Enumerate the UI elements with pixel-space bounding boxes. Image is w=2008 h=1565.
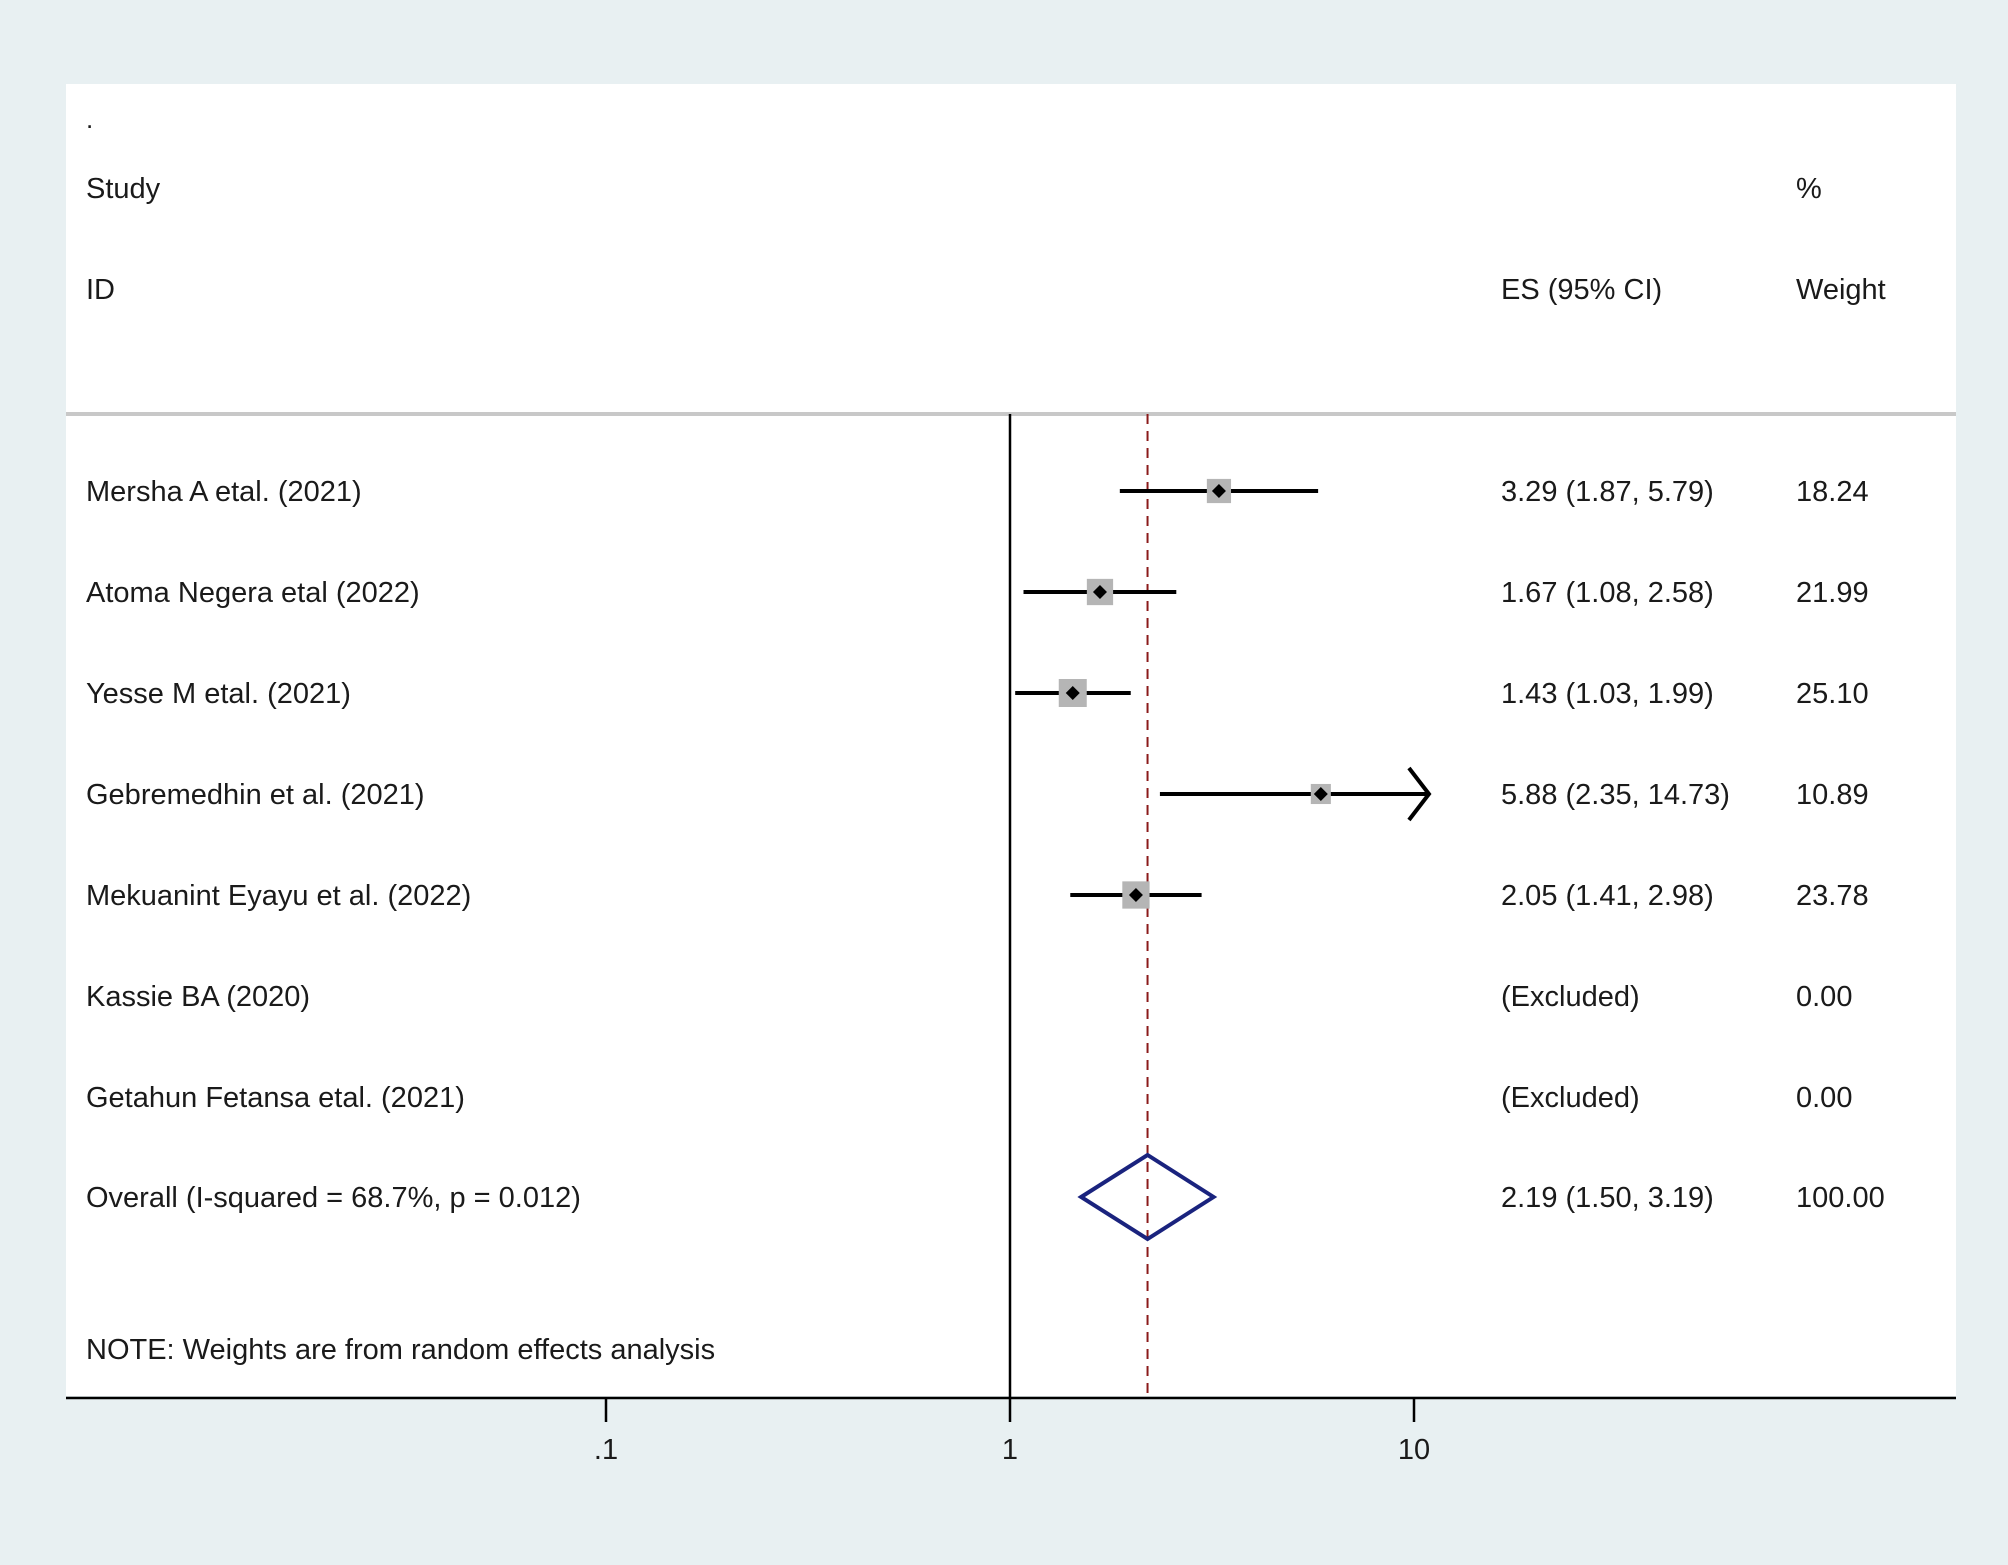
x-tick-label: 10 <box>1398 1434 1430 1466</box>
overall-label: Overall (I-squared = 68.7%, p = 0.012) <box>86 1182 581 1214</box>
header-id: ID <box>86 274 115 306</box>
study-es-text: 3.29 (1.87, 5.79) <box>1501 476 1714 508</box>
x-tick-label: .1 <box>594 1434 618 1466</box>
study-weight-text: 25.10 <box>1796 678 1869 710</box>
study-weight-text: 18.24 <box>1796 476 1869 508</box>
study-label: Mekuanint Eyayu et al. (2022) <box>86 880 471 912</box>
point-estimate-marker <box>1211 484 1226 498</box>
footnote: NOTE: Weights are from random effects an… <box>86 1334 715 1366</box>
study-row: Gebremedhin et al. (2021) 5.88 (2.35, 14.… <box>86 766 1869 822</box>
study-label: Mersha A etal. (2021) <box>86 476 362 508</box>
point-estimate-marker <box>1128 888 1143 902</box>
study-es-text: 1.43 (1.03, 1.99) <box>1501 678 1714 710</box>
study-row: Yesse M etal. (2021) 1.43 (1.03, 1.99) 25.… <box>86 678 1869 710</box>
study-label: Atoma Negera etal (2022) <box>86 577 420 609</box>
study-row: Mekuanint Eyayu et al. (2022) 2.05 (1.41,… <box>86 880 1869 912</box>
study-weight-text: 23.78 <box>1796 880 1869 912</box>
overall-diamond <box>1077 1152 1218 1242</box>
x-axis-ticks: .1 1 10 <box>594 1398 1430 1466</box>
point-estimate-marker <box>1092 585 1107 599</box>
table-header: Study ID ES (95% CI) % Weight <box>86 173 1886 306</box>
overall-row: Overall (I-squared = 68.7%, p = 0.012) 2… <box>86 1152 1885 1242</box>
study-rows: Mersha A etal. (2021) 3.29 (1.87, 5.79) 18… <box>86 476 1869 1114</box>
header-study: Study <box>86 173 161 205</box>
study-row: Kassie BA (2020) (Excluded) 0.00 <box>86 981 1852 1013</box>
study-row: Getahun Fetansa etal. (2021) (Excluded) 0.… <box>86 1082 1852 1114</box>
study-weight-text: 0.00 <box>1796 1082 1852 1114</box>
study-es-text: (Excluded) <box>1501 1082 1640 1114</box>
study-weight-text: 10.89 <box>1796 779 1869 811</box>
study-label: Gebremedhin et al. (2021) <box>86 779 425 811</box>
point-estimate-marker <box>1313 787 1328 801</box>
study-es-text: (Excluded) <box>1501 981 1640 1013</box>
study-weight-text: 21.99 <box>1796 577 1869 609</box>
study-es-text: 1.67 (1.08, 2.58) <box>1501 577 1714 609</box>
study-row: Mersha A etal. (2021) 3.29 (1.87, 5.79) 18… <box>86 476 1869 508</box>
study-label: Kassie BA (2020) <box>86 981 310 1013</box>
study-es-text: 2.05 (1.41, 2.98) <box>1501 880 1714 912</box>
study-row: Atoma Negera etal (2022) 1.67 (1.08, 2.58… <box>86 577 1869 609</box>
point-estimate-marker <box>1065 686 1080 700</box>
study-label: Getahun Fetansa etal. (2021) <box>86 1082 465 1114</box>
header-percent: % <box>1796 173 1822 205</box>
study-label: Yesse M etal. (2021) <box>86 678 351 710</box>
x-tick-label: 1 <box>1002 1434 1018 1466</box>
clipped-ci-arrow <box>1407 766 1432 822</box>
header-weight: Weight <box>1796 274 1886 306</box>
study-weight-text: 0.00 <box>1796 981 1852 1013</box>
overall-weight-text: 100.00 <box>1796 1182 1885 1214</box>
study-es-text: 5.88 (2.35, 14.73) <box>1501 779 1730 811</box>
header-es: ES (95% CI) <box>1501 274 1662 306</box>
corner-mark: . <box>86 104 93 134</box>
overall-es-text: 2.19 (1.50, 3.19) <box>1501 1182 1714 1214</box>
